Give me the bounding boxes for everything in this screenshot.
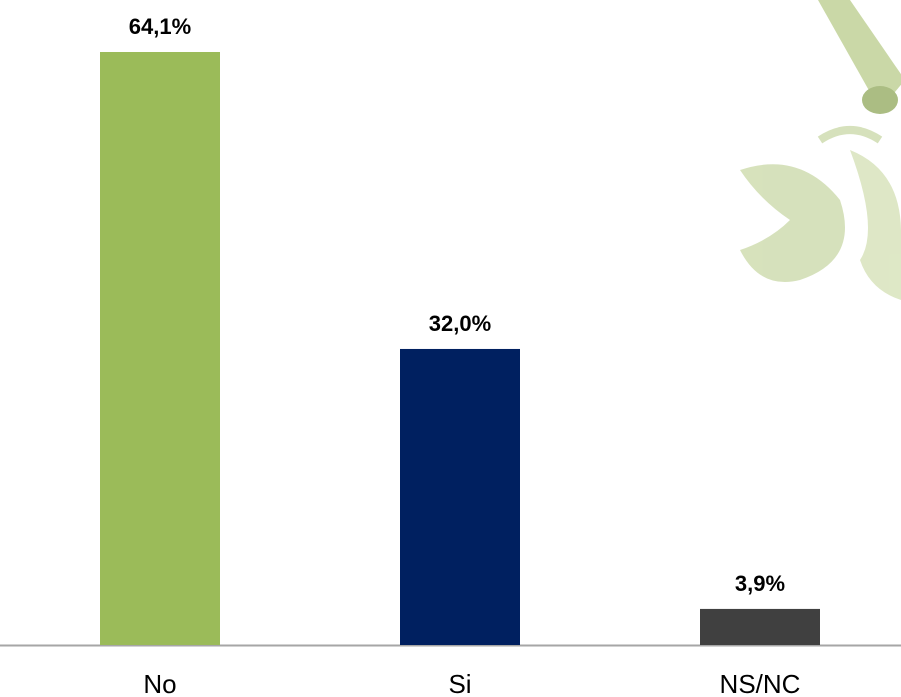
bar: [400, 348, 520, 645]
x-tick-label: Si: [448, 669, 471, 697]
value-label: 3,9%: [735, 571, 785, 596]
decoration: [740, 0, 901, 300]
bar: [700, 608, 820, 645]
bar: [100, 52, 220, 645]
value-label: 64,1%: [129, 14, 191, 39]
value-label: 32,0%: [429, 311, 491, 336]
x-tick-label: No: [143, 669, 176, 697]
x-tick-label: NS/NC: [720, 669, 801, 697]
